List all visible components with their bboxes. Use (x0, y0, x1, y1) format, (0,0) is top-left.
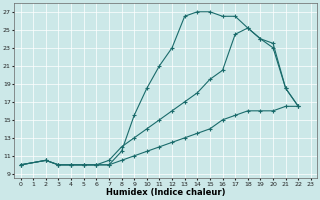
X-axis label: Humidex (Indice chaleur): Humidex (Indice chaleur) (106, 188, 226, 197)
